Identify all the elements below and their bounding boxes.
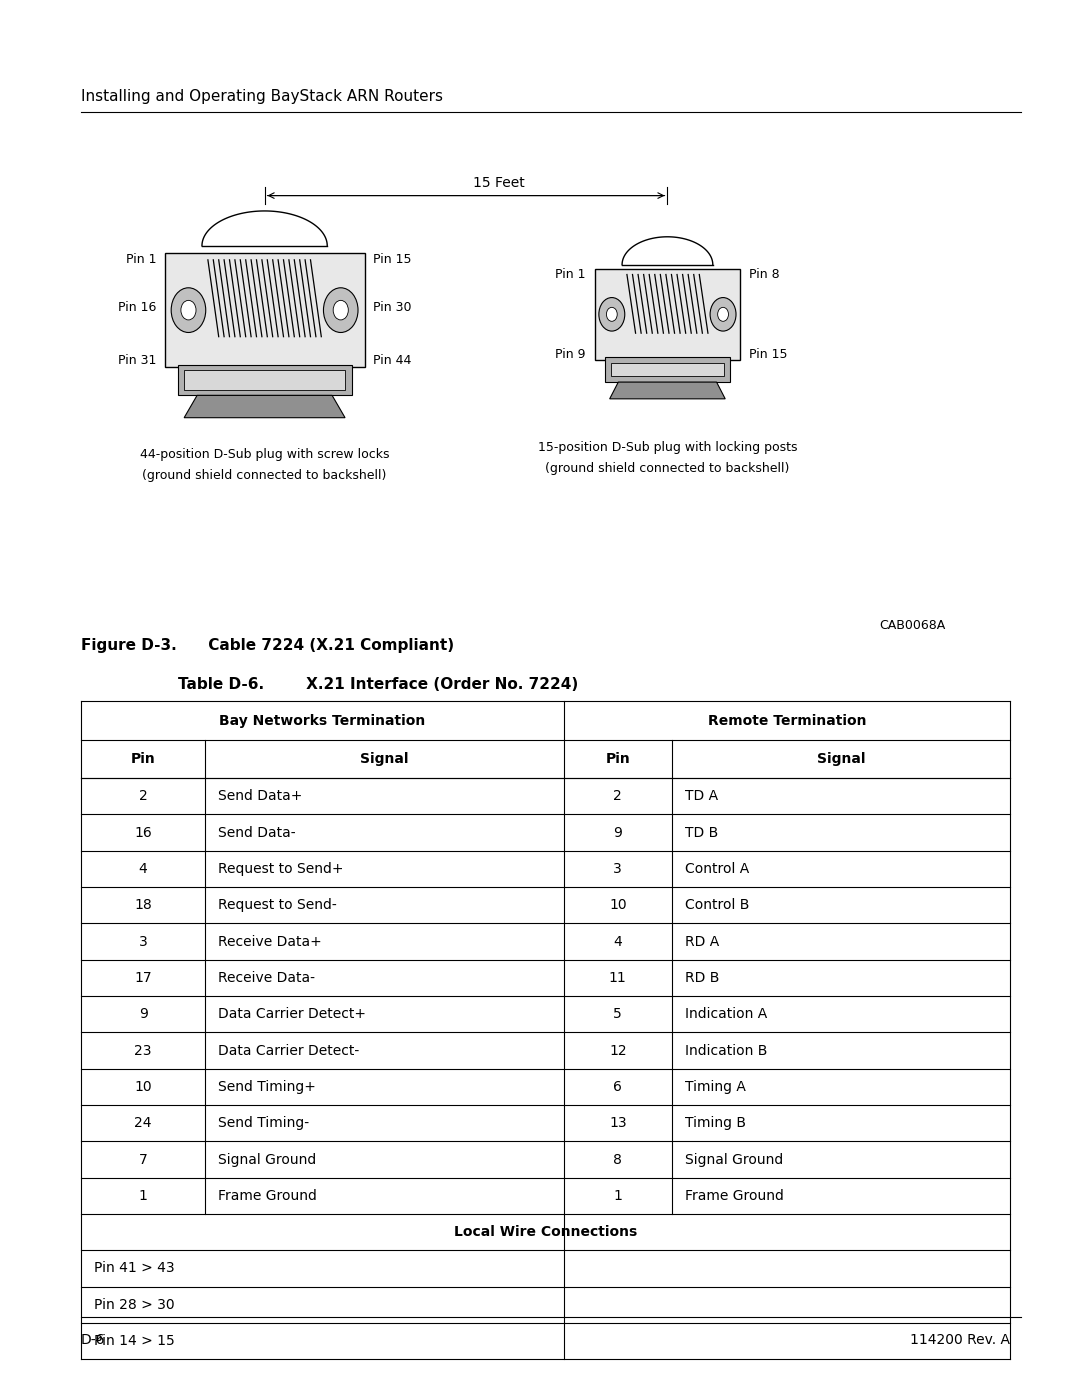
Text: 10: 10	[134, 1080, 152, 1094]
Text: Signal Ground: Signal Ground	[685, 1153, 783, 1166]
Text: Pin 1: Pin 1	[125, 253, 157, 267]
Text: 1: 1	[613, 1189, 622, 1203]
Text: 12: 12	[609, 1044, 626, 1058]
Text: TD B: TD B	[685, 826, 718, 840]
Text: 3: 3	[613, 862, 622, 876]
Circle shape	[333, 300, 348, 320]
Text: 9: 9	[613, 826, 622, 840]
Text: 9: 9	[138, 1007, 148, 1021]
Text: TD A: TD A	[685, 789, 718, 803]
Text: Bay Networks Termination: Bay Networks Termination	[219, 714, 426, 728]
Text: 16: 16	[134, 826, 152, 840]
Text: Data Carrier Detect+: Data Carrier Detect+	[218, 1007, 366, 1021]
Text: Pin 44: Pin 44	[374, 353, 411, 367]
Text: 2: 2	[613, 789, 622, 803]
Text: 7: 7	[138, 1153, 148, 1166]
Text: (ground shield connected to backshell): (ground shield connected to backshell)	[143, 469, 387, 482]
Circle shape	[171, 288, 205, 332]
Text: Pin 15: Pin 15	[374, 253, 411, 267]
Text: Timing B: Timing B	[685, 1116, 745, 1130]
Text: RD A: RD A	[685, 935, 719, 949]
Text: Data Carrier Detect-: Data Carrier Detect-	[218, 1044, 360, 1058]
Text: CAB0068A: CAB0068A	[879, 619, 945, 633]
Bar	[177, 365, 351, 395]
Text: Indication A: Indication A	[685, 1007, 767, 1021]
Text: Pin 1: Pin 1	[555, 268, 585, 281]
Bar	[164, 253, 365, 367]
Circle shape	[717, 307, 728, 321]
Text: 18: 18	[134, 898, 152, 912]
Text: Timing A: Timing A	[685, 1080, 745, 1094]
Text: Send Timing+: Send Timing+	[218, 1080, 316, 1094]
Text: Send Timing-: Send Timing-	[218, 1116, 309, 1130]
Text: 8: 8	[613, 1153, 622, 1166]
Text: 15-position D-Sub plug with locking posts: 15-position D-Sub plug with locking post…	[538, 441, 797, 454]
Text: Pin: Pin	[606, 752, 630, 767]
Text: 3: 3	[138, 935, 148, 949]
Text: 4: 4	[138, 862, 148, 876]
Text: Frame Ground: Frame Ground	[685, 1189, 784, 1203]
Text: Send Data-: Send Data-	[218, 826, 296, 840]
Bar	[605, 356, 730, 381]
Text: 5: 5	[613, 1007, 622, 1021]
Text: Pin 31: Pin 31	[118, 353, 157, 367]
Text: 23: 23	[134, 1044, 152, 1058]
Circle shape	[598, 298, 625, 331]
Text: Remote Termination: Remote Termination	[707, 714, 866, 728]
Text: Signal: Signal	[816, 752, 865, 767]
Text: 11: 11	[609, 971, 626, 985]
Circle shape	[607, 307, 618, 321]
Text: 10: 10	[609, 898, 626, 912]
Text: 4: 4	[613, 935, 622, 949]
Text: Request to Send-: Request to Send-	[218, 898, 337, 912]
Text: 6: 6	[613, 1080, 622, 1094]
Text: 24: 24	[134, 1116, 152, 1130]
Text: Pin 30: Pin 30	[374, 300, 411, 314]
Circle shape	[711, 298, 737, 331]
Text: Send Data+: Send Data+	[218, 789, 302, 803]
Text: Pin 8: Pin 8	[750, 268, 780, 281]
Bar	[611, 363, 724, 376]
Text: Figure D-3.      Cable 7224 (X.21 Compliant): Figure D-3. Cable 7224 (X.21 Compliant)	[81, 637, 454, 652]
Text: 2: 2	[138, 789, 148, 803]
Text: Receive Data+: Receive Data+	[218, 935, 322, 949]
Text: Pin 15: Pin 15	[750, 348, 787, 360]
Text: Frame Ground: Frame Ground	[218, 1189, 318, 1203]
Text: Pin 14 > 15: Pin 14 > 15	[94, 1334, 175, 1348]
Text: Request to Send+: Request to Send+	[218, 862, 343, 876]
Text: Receive Data-: Receive Data-	[218, 971, 315, 985]
Bar	[594, 268, 741, 359]
Text: Control B: Control B	[685, 898, 750, 912]
Text: Pin 28 > 30: Pin 28 > 30	[94, 1298, 175, 1312]
Text: Pin 41 > 43: Pin 41 > 43	[94, 1261, 175, 1275]
Text: 1: 1	[138, 1189, 148, 1203]
Text: Control A: Control A	[685, 862, 748, 876]
Text: 13: 13	[609, 1116, 626, 1130]
Text: Pin 9: Pin 9	[555, 348, 585, 360]
Text: 114200 Rev. A: 114200 Rev. A	[909, 1333, 1010, 1347]
Text: Local Wire Connections: Local Wire Connections	[454, 1225, 637, 1239]
Circle shape	[324, 288, 359, 332]
Text: 15 Feet: 15 Feet	[473, 176, 524, 190]
Polygon shape	[609, 381, 726, 400]
Bar	[184, 370, 346, 390]
Text: Signal Ground: Signal Ground	[218, 1153, 316, 1166]
Text: 44-position D-Sub plug with screw locks: 44-position D-Sub plug with screw locks	[139, 448, 390, 461]
Text: RD B: RD B	[685, 971, 719, 985]
Text: Pin: Pin	[131, 752, 156, 767]
Circle shape	[180, 300, 197, 320]
Text: Signal: Signal	[361, 752, 408, 767]
Text: D-6: D-6	[81, 1333, 106, 1347]
Text: Table D-6.        X.21 Interface (Order No. 7224): Table D-6. X.21 Interface (Order No. 722…	[178, 676, 579, 692]
Text: Indication B: Indication B	[685, 1044, 767, 1058]
Text: 17: 17	[134, 971, 152, 985]
Polygon shape	[184, 395, 346, 418]
Text: (ground shield connected to backshell): (ground shield connected to backshell)	[545, 461, 789, 475]
Text: Installing and Operating BayStack ARN Routers: Installing and Operating BayStack ARN Ro…	[81, 88, 443, 103]
Text: Pin 16: Pin 16	[118, 300, 157, 314]
